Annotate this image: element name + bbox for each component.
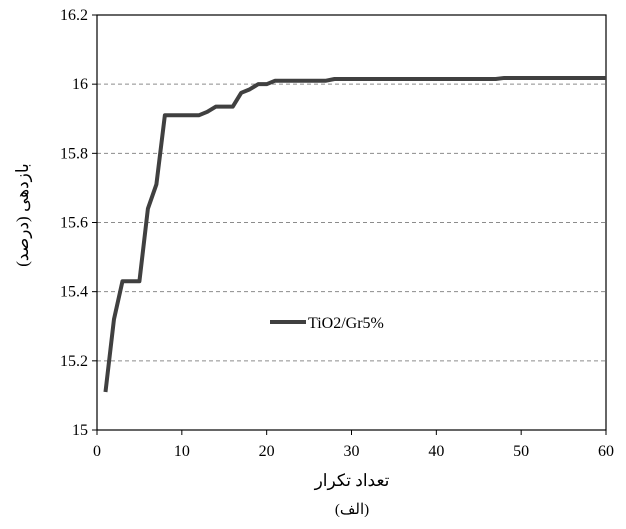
x-tick-label: 10: [174, 443, 190, 460]
y-tick-label: 15.6: [60, 215, 88, 232]
x-tick-label: 0: [93, 443, 101, 460]
figure-caption: (الف): [335, 502, 369, 518]
legend: TiO2/Gr5%: [270, 315, 384, 332]
y-tick-label: 15: [72, 422, 88, 439]
x-tick-label: 20: [259, 443, 275, 460]
x-tick-label: 40: [428, 443, 444, 460]
x-tick-label: 30: [344, 443, 360, 460]
grid: [97, 14, 606, 362]
series-layer: [103, 75, 606, 393]
y-tick-label: 16: [72, 76, 88, 93]
series-line: [103, 75, 606, 393]
x-tick-label: 50: [513, 443, 529, 460]
legend-label: TiO2/Gr5%: [308, 315, 384, 332]
y-tick-label: 15.8: [60, 145, 88, 162]
x-tick-label: 60: [598, 443, 614, 460]
y-tick-label: 15.2: [60, 353, 88, 370]
y-tick-label: 16.2: [60, 7, 88, 24]
axis-ticks: 15 15.2 15.4 15.6 15.8 16 16.2 0 10 20 30 40 50 60: [60, 7, 614, 460]
x-axis-title: تعداد تکرار: [314, 471, 390, 491]
y-axis-title: بازدهی (درصد): [13, 163, 33, 267]
y-tick-label: 15.4: [60, 284, 88, 301]
